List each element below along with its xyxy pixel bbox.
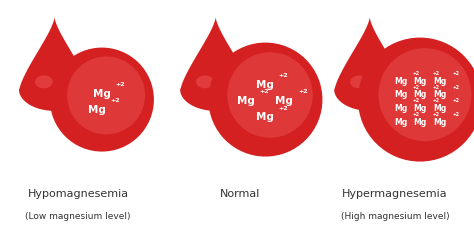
Text: Mg: Mg [255,112,273,122]
Text: +2: +2 [413,85,420,90]
Polygon shape [350,76,368,89]
Text: +2: +2 [111,98,120,103]
Text: Mg: Mg [433,90,447,99]
Ellipse shape [50,48,154,152]
Text: (High magnesium level): (High magnesium level) [340,212,449,220]
Text: +2: +2 [298,89,308,94]
Text: Mg: Mg [413,104,427,112]
Text: Normal: Normal [220,189,261,198]
Text: Mg: Mg [237,95,255,105]
Text: Mg: Mg [255,79,273,89]
Text: (Low magnesium level): (Low magnesium level) [26,212,131,220]
Text: Mg: Mg [88,104,106,114]
Polygon shape [180,18,251,111]
Polygon shape [19,18,90,111]
Text: Mg: Mg [394,90,407,99]
Text: +2: +2 [413,71,420,76]
Ellipse shape [67,57,145,135]
Text: Mg: Mg [394,117,407,126]
Text: Hypermagnesemia: Hypermagnesemia [342,189,447,198]
Ellipse shape [358,38,474,162]
Polygon shape [334,18,405,111]
Ellipse shape [227,53,313,138]
Text: Mg: Mg [433,117,447,126]
Ellipse shape [378,49,472,142]
Text: +2: +2 [278,105,288,110]
Ellipse shape [209,43,322,157]
Text: +2: +2 [452,98,459,103]
Text: +2: +2 [432,85,439,90]
Text: Mg: Mg [413,76,427,86]
Text: Hypomagnesemia: Hypomagnesemia [27,189,129,198]
Text: Mg: Mg [394,104,407,112]
Text: +2: +2 [432,71,439,76]
Text: +2: +2 [452,112,459,117]
Text: Mg: Mg [394,76,407,86]
Text: +2: +2 [432,112,439,117]
Text: +2: +2 [278,73,288,78]
Text: Mg: Mg [413,117,427,126]
Text: +2: +2 [116,82,125,87]
Text: Mg: Mg [413,90,427,99]
Text: +2: +2 [452,85,459,90]
Text: Mg: Mg [93,88,111,98]
Text: Mg: Mg [433,76,447,86]
Text: +2: +2 [452,71,459,76]
Text: +2: +2 [259,89,269,94]
Text: +2: +2 [413,98,420,103]
Text: Mg: Mg [433,104,447,112]
Polygon shape [196,76,214,89]
Text: +2: +2 [432,98,439,103]
Polygon shape [35,76,53,89]
Text: Mg: Mg [275,95,293,105]
Text: +2: +2 [413,112,420,117]
